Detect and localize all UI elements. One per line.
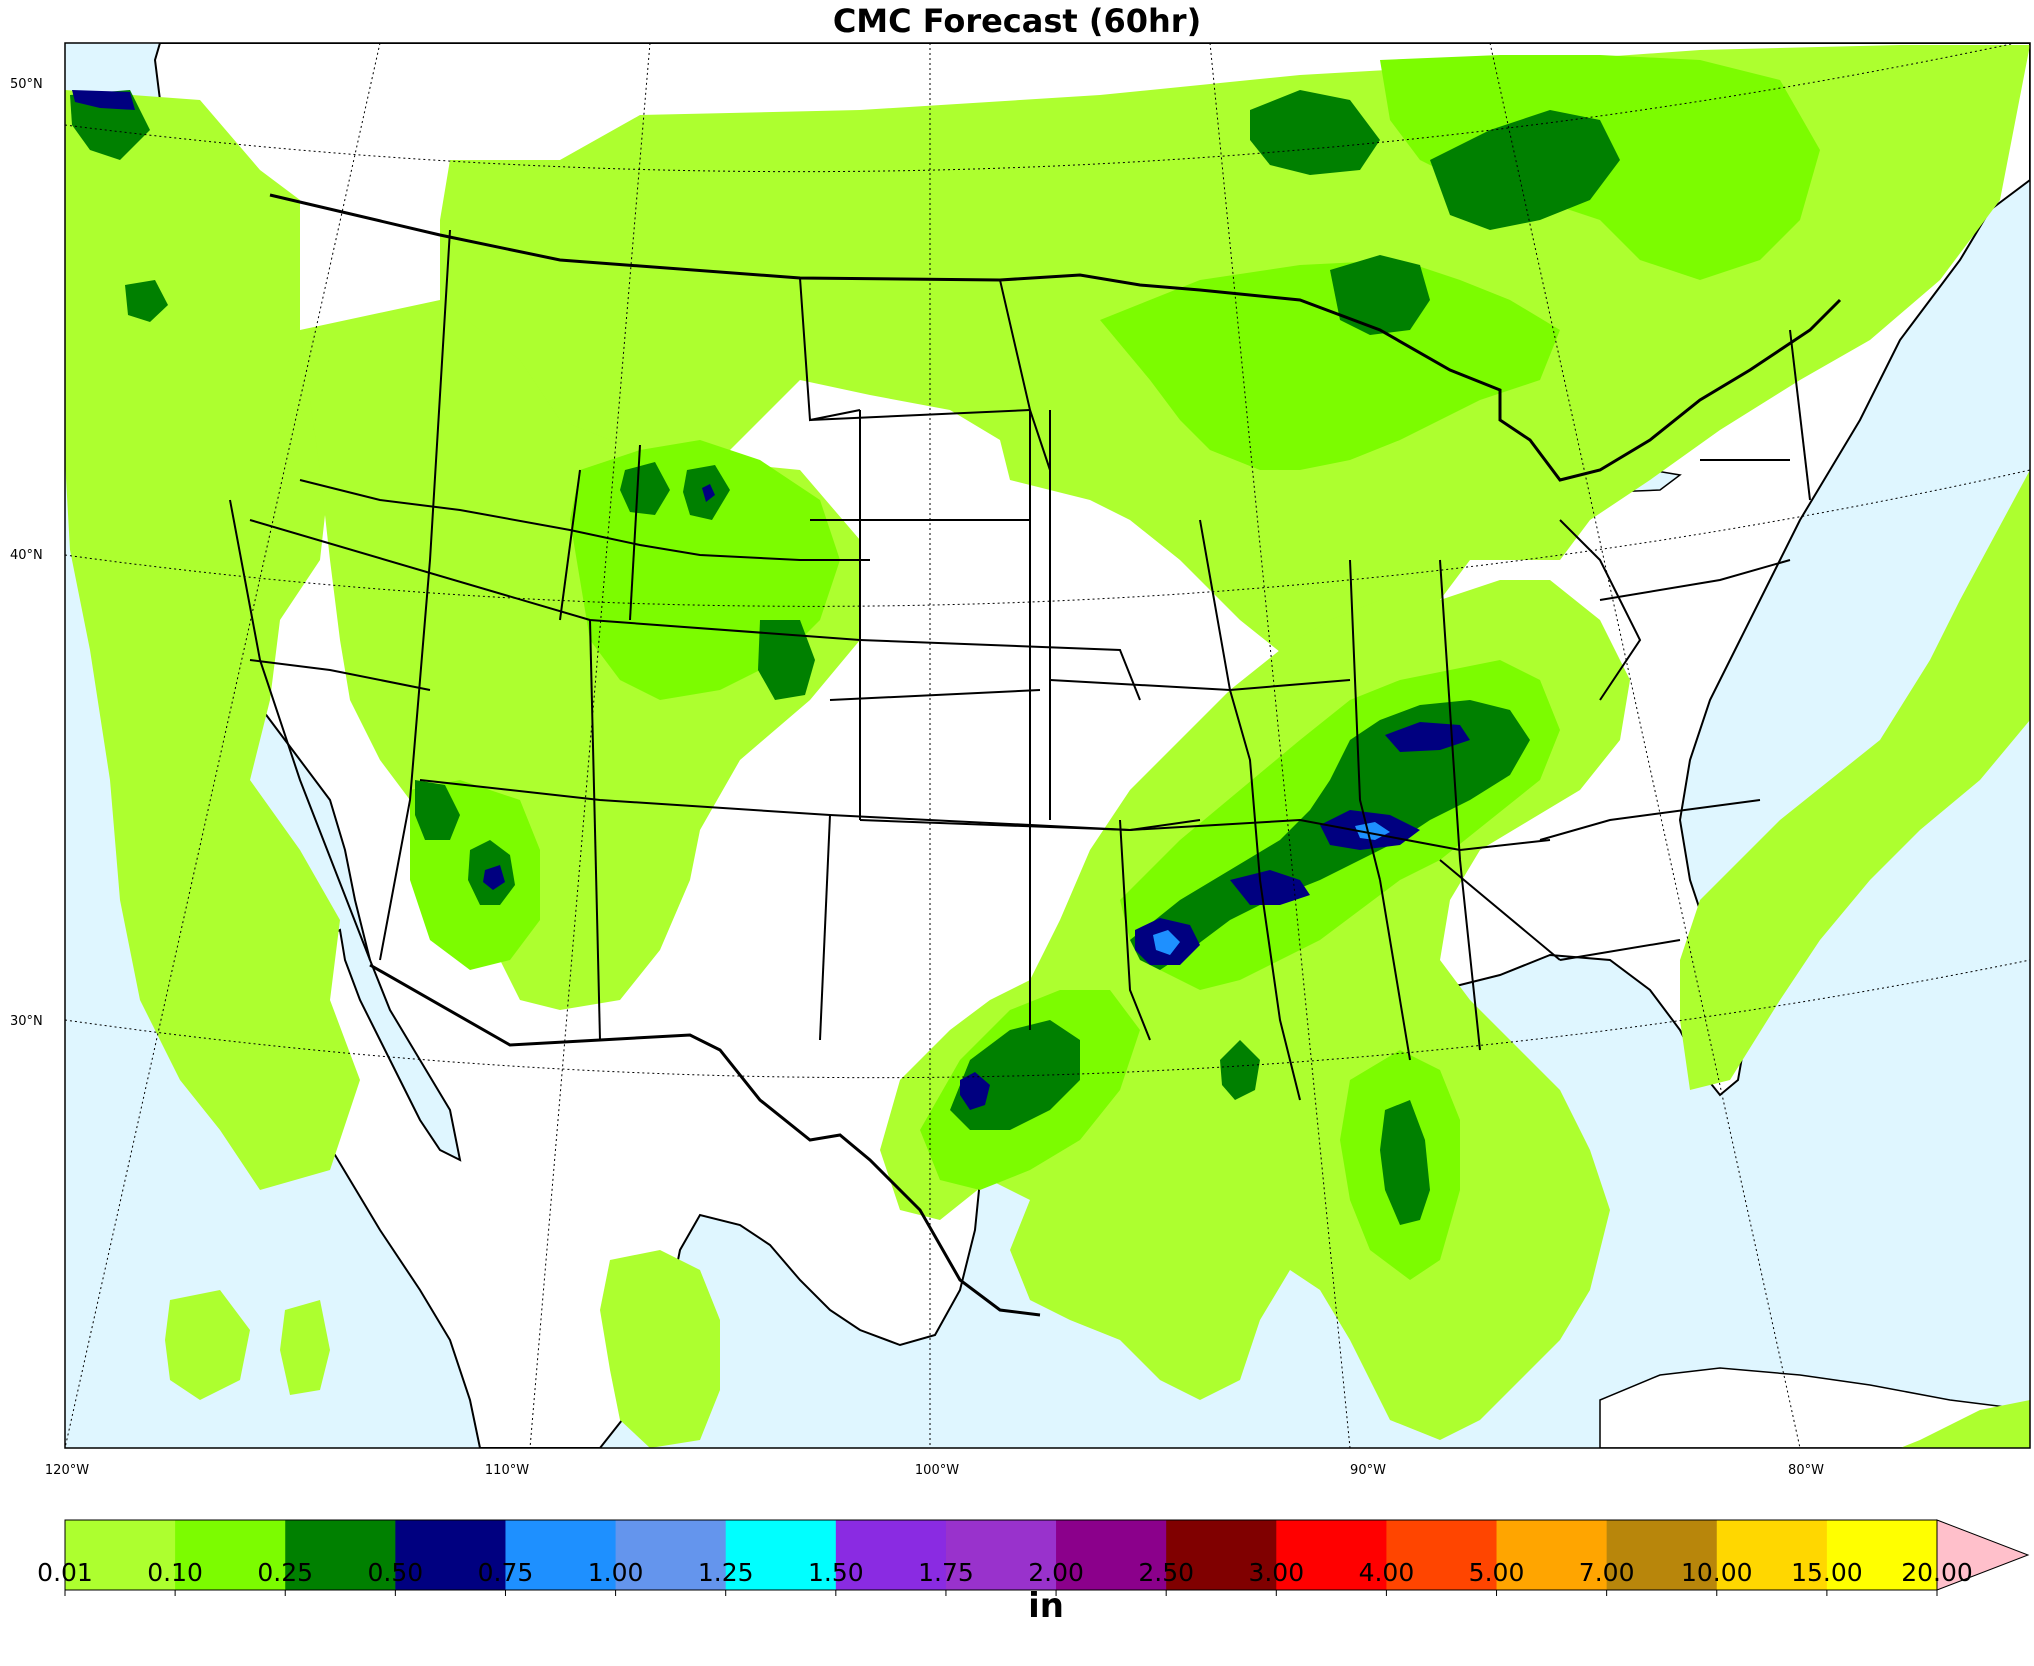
colorbar-segment [1386, 1520, 1498, 1590]
colorbar-tick-label: 5.00 [1468, 1558, 1525, 1587]
colorbar-tick-label: 0.10 [147, 1558, 203, 1587]
precip-light-bc [1900, 1400, 2030, 1448]
precip-layer [65, 45, 2030, 1448]
colorbar-unit-label: in [1028, 1586, 1064, 1626]
colorbar-segment [1056, 1520, 1167, 1590]
colorbar-tick-label: 0.25 [257, 1558, 314, 1587]
precip-heavy-quebec [1430, 110, 1620, 230]
precip-light-mexico [600, 1250, 720, 1448]
precip-light-west [65, 90, 380, 1190]
colorbar-extend-arrow [1936, 1519, 2030, 1591]
lat-label-50: 50°N [10, 77, 43, 92]
lon-label-80: 80°W [1788, 1463, 1824, 1478]
precip-heavy-az [415, 780, 460, 840]
precip-heavy-or [125, 280, 168, 322]
colorbar-segment [1716, 1520, 1828, 1590]
colorbar [64, 1519, 2030, 1596]
precip-intense-tx [960, 1072, 990, 1110]
precip-heavy-wy-1 [620, 462, 670, 515]
political-boundaries [229, 193, 1842, 1317]
colorbar-segment [615, 1520, 727, 1590]
colorbar-segment [175, 1520, 286, 1590]
precip-max-la [1153, 930, 1180, 955]
colorbar-segment [1496, 1520, 1608, 1590]
map-title: CMC Forecast (60hr) [832, 2, 1202, 40]
precip-light-pacific [165, 1290, 250, 1400]
precip-intense-wy [702, 484, 715, 502]
lat-label-40: 40°N [10, 548, 43, 563]
colorbar-tick-label: 7.00 [1578, 1558, 1635, 1587]
land-cuba [1599, 1367, 2030, 1448]
colorbar-segment [505, 1520, 617, 1590]
lon-label-110: 110°W [484, 1463, 530, 1478]
colorbar-outline [64, 1519, 1937, 1591]
lon-label-90: 90°W [1350, 1463, 1386, 1478]
precip-intense-az [483, 865, 505, 890]
lat-label-30: 30°N [10, 1014, 43, 1029]
colorbar-segment [395, 1520, 506, 1590]
colorbar-segment [1166, 1520, 1277, 1590]
colorbar-tick-label: 1.00 [587, 1558, 644, 1587]
colorbar-segment [725, 1520, 837, 1590]
colorbar-segment [945, 1520, 1057, 1590]
colorbar-tick-label: 0.50 [367, 1558, 424, 1587]
precip-light-atlantic [1680, 470, 2030, 1090]
colorbar-tick-label: 4.00 [1358, 1558, 1415, 1587]
colorbar-tick-label: 2.00 [1028, 1558, 1084, 1587]
colorbar-tick-label: 1.75 [918, 1558, 974, 1587]
precip-intense-ar [1230, 870, 1310, 905]
colorbar-tick-label: 0.75 [477, 1558, 534, 1587]
colorbar-segment [285, 1520, 396, 1590]
colorbar-tick-label: 1.25 [697, 1558, 754, 1587]
precip-heavy-gulf [1380, 1100, 1430, 1225]
precip-heavy-ontario [1250, 90, 1380, 175]
precip-intense-tn [1385, 722, 1470, 752]
colorbar-segment [65, 1520, 176, 1590]
colorbar-segment [1276, 1520, 1387, 1590]
colorbar-tick-label: 3.00 [1248, 1558, 1305, 1587]
colorbar-segment [835, 1520, 947, 1590]
lon-label-100: 100°W [914, 1463, 960, 1478]
precip-heavy-superior [1330, 255, 1430, 335]
colorbar-tick-label: 15.00 [1791, 1558, 1863, 1587]
map-frame [64, 42, 2031, 1449]
colorbar-tick-label: 0.01 [37, 1558, 93, 1587]
colorbar-segment [1826, 1520, 1938, 1590]
precip-heavy-louisiana [1220, 1040, 1260, 1100]
precip-intense-wa [72, 90, 135, 110]
colorbar-segment [1606, 1520, 1718, 1590]
graticule [65, 43, 2030, 1448]
colorbar-tick-label: 1.50 [807, 1558, 864, 1587]
us-canada-border [269, 193, 1842, 482]
precip-heavy-colorado [758, 620, 815, 700]
colorbar-tick-label: 2.50 [1138, 1558, 1195, 1587]
precip-moderate-great-lakes [1100, 260, 1560, 470]
colorbar-tick-label: 20.00 [1901, 1558, 1973, 1587]
precip-light-pacific-2 [280, 1300, 330, 1395]
lon-label-120: 120°W [44, 1463, 90, 1478]
colorbar-tick-label: 10.00 [1680, 1558, 1753, 1587]
